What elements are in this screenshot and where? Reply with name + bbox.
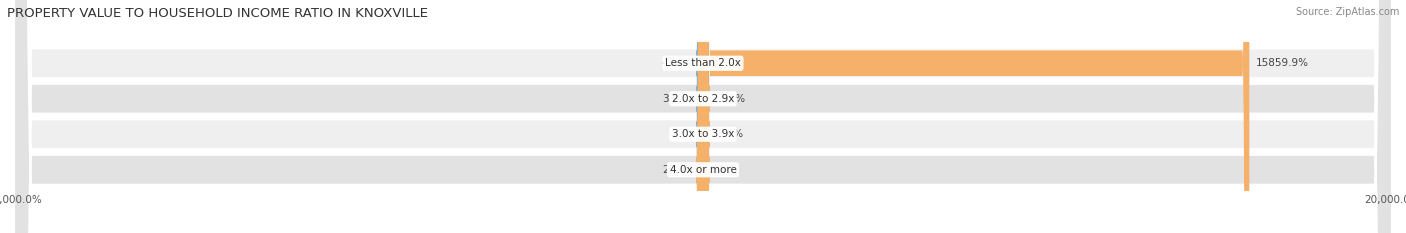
FancyBboxPatch shape [697,0,710,233]
FancyBboxPatch shape [14,0,1392,233]
FancyBboxPatch shape [696,0,709,233]
FancyBboxPatch shape [14,0,1392,233]
FancyBboxPatch shape [696,0,710,233]
FancyBboxPatch shape [703,0,1250,233]
Text: 15859.9%: 15859.9% [1256,58,1309,68]
Text: 3.0x to 3.9x: 3.0x to 3.9x [672,129,734,139]
Text: 41.8%: 41.8% [662,58,695,68]
FancyBboxPatch shape [699,0,710,233]
Text: Source: ZipAtlas.com: Source: ZipAtlas.com [1295,7,1399,17]
FancyBboxPatch shape [696,0,709,233]
Text: 4.2%: 4.2% [669,129,696,139]
Text: 1.5%: 1.5% [710,165,737,175]
Text: 4.0x or more: 4.0x or more [669,165,737,175]
FancyBboxPatch shape [696,0,710,233]
Text: PROPERTY VALUE TO HOUSEHOLD INCOME RATIO IN KNOXVILLE: PROPERTY VALUE TO HOUSEHOLD INCOME RATIO… [7,7,427,20]
Text: 33.4%: 33.4% [662,94,695,104]
Text: 73.9%: 73.9% [713,94,745,104]
Text: Less than 2.0x: Less than 2.0x [665,58,741,68]
FancyBboxPatch shape [14,0,1392,233]
FancyBboxPatch shape [14,0,1392,233]
Text: 20.6%: 20.6% [662,165,696,175]
Text: 17.6%: 17.6% [710,129,744,139]
Text: 2.0x to 2.9x: 2.0x to 2.9x [672,94,734,104]
FancyBboxPatch shape [696,0,709,233]
